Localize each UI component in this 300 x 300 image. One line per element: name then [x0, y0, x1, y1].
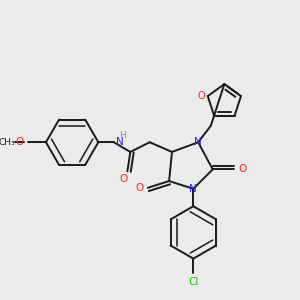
Text: O: O: [135, 183, 143, 193]
Text: H: H: [119, 131, 126, 140]
Text: O: O: [119, 174, 128, 184]
Text: N: N: [190, 184, 197, 194]
Text: Cl: Cl: [188, 277, 199, 287]
Text: O: O: [239, 164, 247, 174]
Text: O: O: [15, 137, 24, 147]
Text: N: N: [194, 137, 202, 147]
Text: N: N: [116, 137, 124, 147]
Text: CH₃: CH₃: [0, 138, 16, 147]
Text: O: O: [197, 91, 205, 101]
